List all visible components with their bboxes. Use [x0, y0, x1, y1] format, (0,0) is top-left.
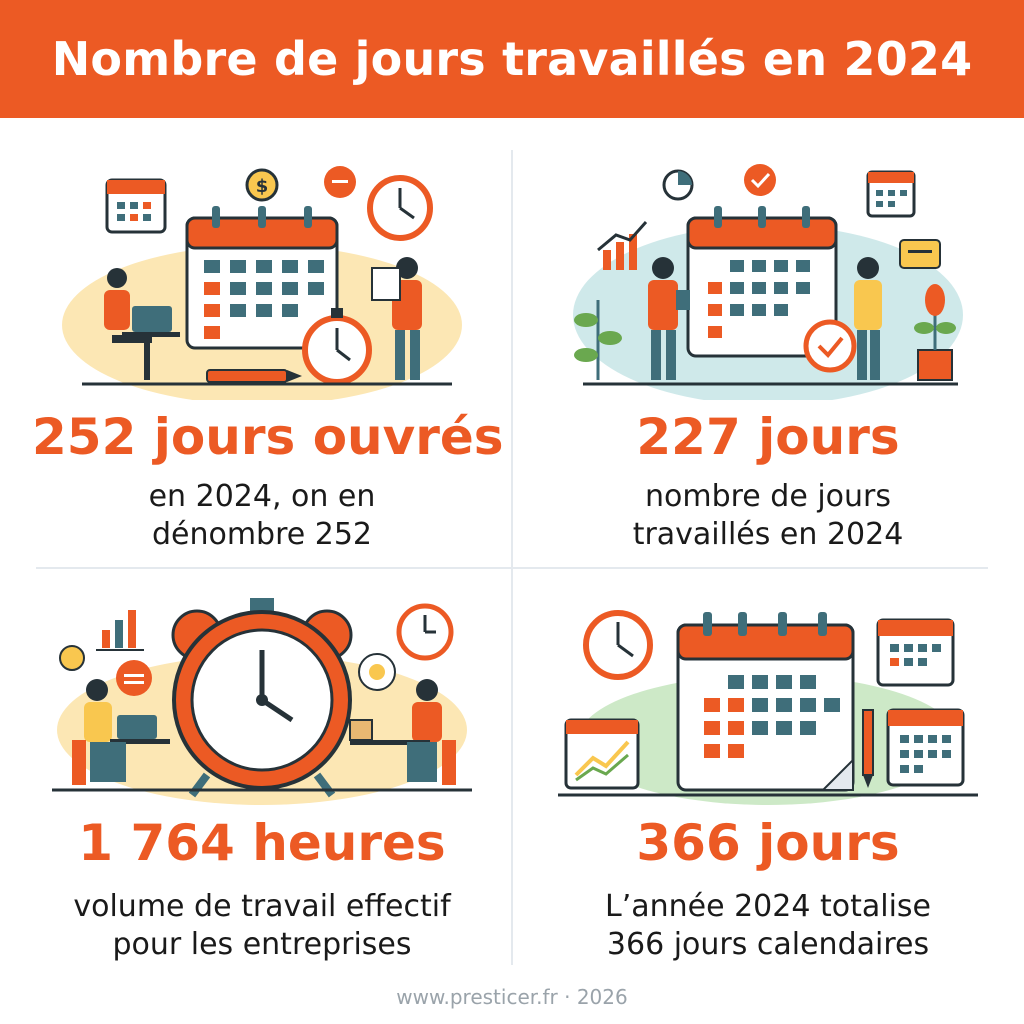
header-banner: Nombre de jours travaillés en 2024 — [0, 0, 1024, 118]
plant-icon — [574, 300, 622, 380]
stat-description-line2: travaillés en 2024 — [632, 517, 904, 552]
chat-icon — [899, 239, 941, 269]
stat-description-line2: 366 jours calendaires — [606, 927, 930, 962]
calendar-icon — [866, 170, 916, 218]
vertical-divider — [511, 150, 513, 965]
stat-description-line2: pour les entreprises — [112, 927, 412, 962]
stat-description-line1: volume de travail effectif — [73, 889, 451, 924]
stat-description-line2: dénombre 252 — [151, 517, 373, 552]
clock-icon — [396, 603, 454, 661]
pencil-icon — [206, 369, 302, 383]
person-with-tablet — [648, 257, 690, 380]
calendar-icon — [686, 206, 838, 358]
horizontal-divider — [36, 567, 988, 569]
bar-chart-icon — [96, 610, 144, 651]
stat-card-calendar-days: 366 jours L’année 2024 totalise 366 jour… — [538, 590, 998, 970]
calendar-icon — [185, 206, 339, 350]
illustration-alarm-clock — [52, 598, 472, 805]
check-icon — [744, 164, 776, 196]
stat-value: 366 jours — [636, 814, 900, 872]
illustration-calendars — [558, 610, 978, 805]
illustration-team-calendar — [573, 164, 963, 400]
stopwatch-icon — [302, 308, 372, 385]
calendar-icon — [676, 612, 855, 792]
plant-icon — [914, 284, 956, 381]
laptop-icon — [132, 306, 172, 332]
footer-credit[interactable]: www.presticer.fr · 2026 — [396, 985, 628, 1009]
stat-card-worked-days: 227 jours nombre de jours travaillés en … — [538, 150, 998, 565]
bar-chart-icon — [597, 221, 648, 270]
stat-description-line1: en 2024, on en — [148, 479, 376, 514]
svg-text:$: $ — [256, 176, 269, 197]
person-standing — [371, 257, 422, 380]
calendar-icon — [105, 178, 167, 234]
pencil-icon — [862, 709, 874, 788]
person-pointing — [854, 257, 882, 380]
laptop-icon — [117, 715, 157, 739]
stat-value: 252 jours ouvrés — [32, 408, 504, 466]
page-title: Nombre de jours travaillés en 2024 — [51, 32, 973, 86]
person-laptop — [72, 679, 170, 785]
calendar-icon — [876, 618, 955, 687]
chat-icon — [116, 660, 152, 696]
stat-card-working-days: $ — [32, 150, 504, 565]
clock-icon — [583, 610, 653, 680]
stat-card-work-hours: 1 764 heures volume de travail effectif … — [32, 590, 492, 970]
illustration-office-calendar: $ — [62, 166, 462, 400]
calendar-icon — [886, 708, 965, 787]
chat-icon — [358, 653, 396, 691]
alarm-clock-icon — [171, 598, 353, 798]
person-laptop — [104, 268, 180, 380]
clock-icon — [367, 175, 433, 241]
stat-value: 227 jours — [636, 408, 900, 466]
person-desk — [349, 679, 456, 785]
dollar-icon: $ — [245, 168, 279, 202]
check-icon — [803, 319, 857, 373]
stat-description-line1: L’année 2024 totalise — [604, 889, 931, 924]
clock-icon — [59, 645, 85, 671]
trend-chart-icon — [564, 718, 640, 790]
chat-icon — [324, 166, 356, 198]
stat-value: 1 764 heures — [78, 814, 446, 872]
stat-description-line1: nombre de jours — [644, 479, 891, 514]
clock-icon — [662, 169, 694, 201]
